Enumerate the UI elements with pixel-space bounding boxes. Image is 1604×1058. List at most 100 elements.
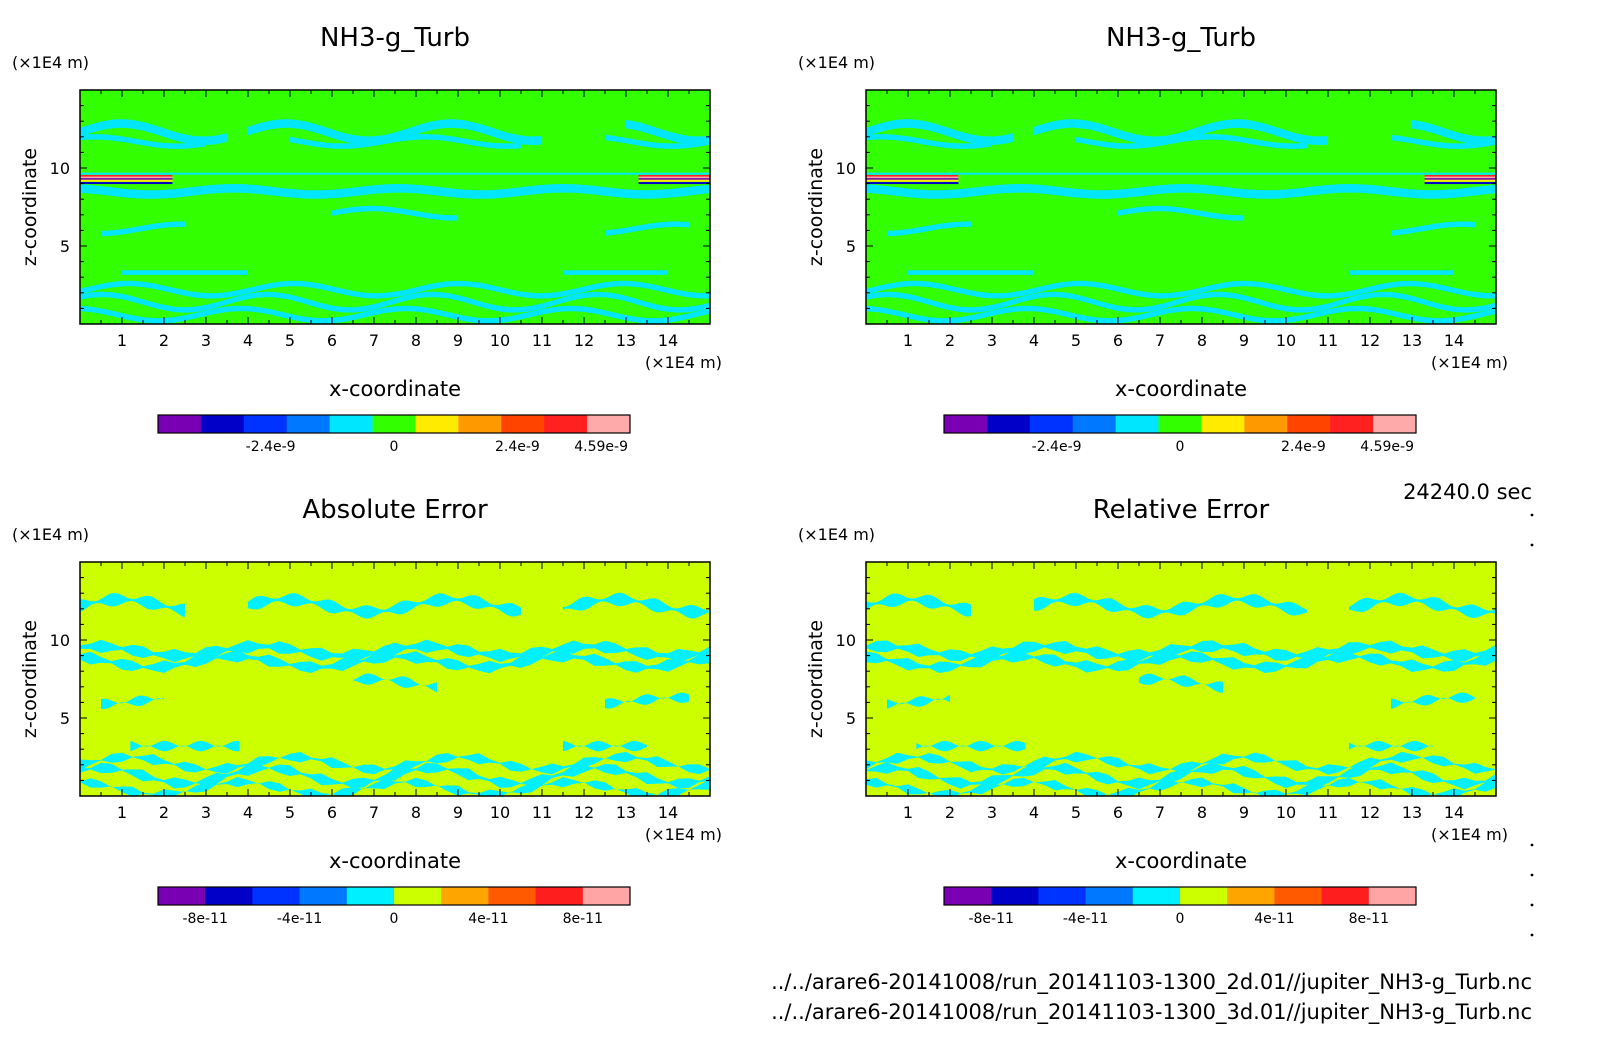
colorbar-label: 0 <box>390 911 399 927</box>
x-tick-label: 9 <box>453 331 463 350</box>
contour-band <box>638 179 710 182</box>
x-tick-label: 14 <box>658 803 678 822</box>
contour-band <box>1118 205 1244 221</box>
contour-band <box>866 762 1496 790</box>
contour-band <box>1391 134 1496 149</box>
contour-band <box>866 172 1496 175</box>
x-tick-label: 11 <box>532 331 552 350</box>
x-tick-label: 5 <box>1071 803 1081 822</box>
x-tick-label: 2 <box>945 803 955 822</box>
contour-band <box>130 740 240 752</box>
colorbar-swatch <box>1227 887 1275 905</box>
colorbar-swatch <box>286 415 331 433</box>
x-axis-label: x-coordinate <box>1115 377 1247 401</box>
x-tick-label: 3 <box>201 803 211 822</box>
contour-band <box>866 777 1496 796</box>
colorbar-swatch <box>587 415 631 433</box>
contour-band <box>1424 179 1496 182</box>
contour-band <box>80 179 173 182</box>
colorbar-label: 0 <box>1176 439 1185 455</box>
colorbar-swatch <box>1287 415 1331 433</box>
x-tick-label: 8 <box>411 331 421 350</box>
x-tick-label: 1 <box>117 803 127 822</box>
colorbar-swatch <box>488 887 537 905</box>
colorbar-swatch <box>458 415 502 433</box>
contour-band <box>80 305 710 324</box>
contour-band <box>866 179 959 182</box>
z-axis-label: z-coordinate <box>19 148 41 266</box>
colorbar-swatch <box>158 415 202 433</box>
contour-band <box>248 593 521 619</box>
colorbar-swatch <box>1368 887 1417 905</box>
x-unit-label: (×1E4 m) <box>645 825 722 844</box>
x-tick-label: 10 <box>1276 331 1296 350</box>
x-tick-label: 14 <box>1444 803 1464 822</box>
colorbar-swatch <box>243 415 288 433</box>
contour-band <box>80 172 710 175</box>
x-unit-label: (×1E4 m) <box>1431 825 1508 844</box>
colorbar-label: 0 <box>1176 911 1185 927</box>
x-tick-label: 11 <box>1318 331 1338 350</box>
x-axis-label: x-coordinate <box>329 849 461 873</box>
x-tick-label: 13 <box>1402 803 1422 822</box>
colorbar: -2.4e-9 0 2.4e-9 4.59e-9 <box>157 414 631 455</box>
colorbar-label: -2.4e-9 <box>1032 439 1082 455</box>
contour-band <box>887 221 971 237</box>
x-tick-label: 13 <box>1402 331 1422 350</box>
chart-title: NH3-g_Turb <box>320 23 470 53</box>
contour-band <box>1034 592 1307 619</box>
contour-band <box>866 751 1496 775</box>
contour-band <box>80 776 710 796</box>
x-tick-label: 1 <box>117 331 127 350</box>
colorbar-frame <box>157 886 631 906</box>
x-tick-label: 3 <box>987 803 997 822</box>
x-axis-label: x-coordinate <box>1115 849 1247 873</box>
contour-band <box>1349 740 1433 752</box>
colorbar-label: -4e-11 <box>277 911 322 927</box>
contour-band <box>101 695 164 709</box>
contour-band <box>80 176 173 179</box>
contour-band <box>563 270 668 275</box>
colorbar-swatch <box>1330 415 1374 433</box>
x-tick-label: 1 <box>903 331 913 350</box>
z-axis-label: z-coordinate <box>805 148 827 266</box>
contour-band <box>353 673 437 693</box>
contour-band <box>80 751 710 775</box>
colorbar-swatch <box>1085 887 1134 905</box>
x-tick-label: 9 <box>1239 331 1249 350</box>
colorbar-label: 8e-11 <box>563 911 603 927</box>
x-tick-label: 13 <box>616 331 636 350</box>
z-tick-label: 5 <box>846 237 856 256</box>
contour-band <box>1424 182 1496 185</box>
x-tick-label: 14 <box>658 331 678 350</box>
z-tick-label: 10 <box>50 159 70 178</box>
edge-dot <box>1530 873 1534 877</box>
z-unit-label: (×1E4 m) <box>798 53 875 72</box>
colorbar-swatch <box>501 415 545 433</box>
z-tick-label: 10 <box>836 631 856 650</box>
time-label: 24240.0 sec <box>1403 480 1532 504</box>
contour-band <box>1412 119 1496 145</box>
contour-bands <box>866 119 1496 324</box>
x-tick-label: 9 <box>1239 803 1249 822</box>
x-tick-label: 9 <box>453 803 463 822</box>
colorbar-label: -8e-11 <box>968 911 1013 927</box>
x-tick-label: 6 <box>327 803 337 822</box>
colorbar-label: 4e-11 <box>1254 911 1294 927</box>
colorbar-label: 2.4e-9 <box>1281 439 1326 455</box>
edge-dot <box>1530 843 1534 847</box>
contour-band <box>605 221 689 236</box>
contour-band <box>80 184 710 199</box>
colorbar-label: 8e-11 <box>1349 911 1389 927</box>
edge-dot <box>1530 513 1534 517</box>
contour-band <box>80 762 710 789</box>
colorbar-swatch <box>944 887 992 905</box>
x-tick-label: 6 <box>1113 803 1123 822</box>
colorbar-swatch <box>1132 887 1181 905</box>
contour-band <box>290 134 521 149</box>
colorbar-frame <box>943 886 1417 906</box>
z-tick-label: 10 <box>50 631 70 650</box>
contour-band <box>866 593 971 617</box>
colorbar-swatch <box>1321 887 1370 905</box>
